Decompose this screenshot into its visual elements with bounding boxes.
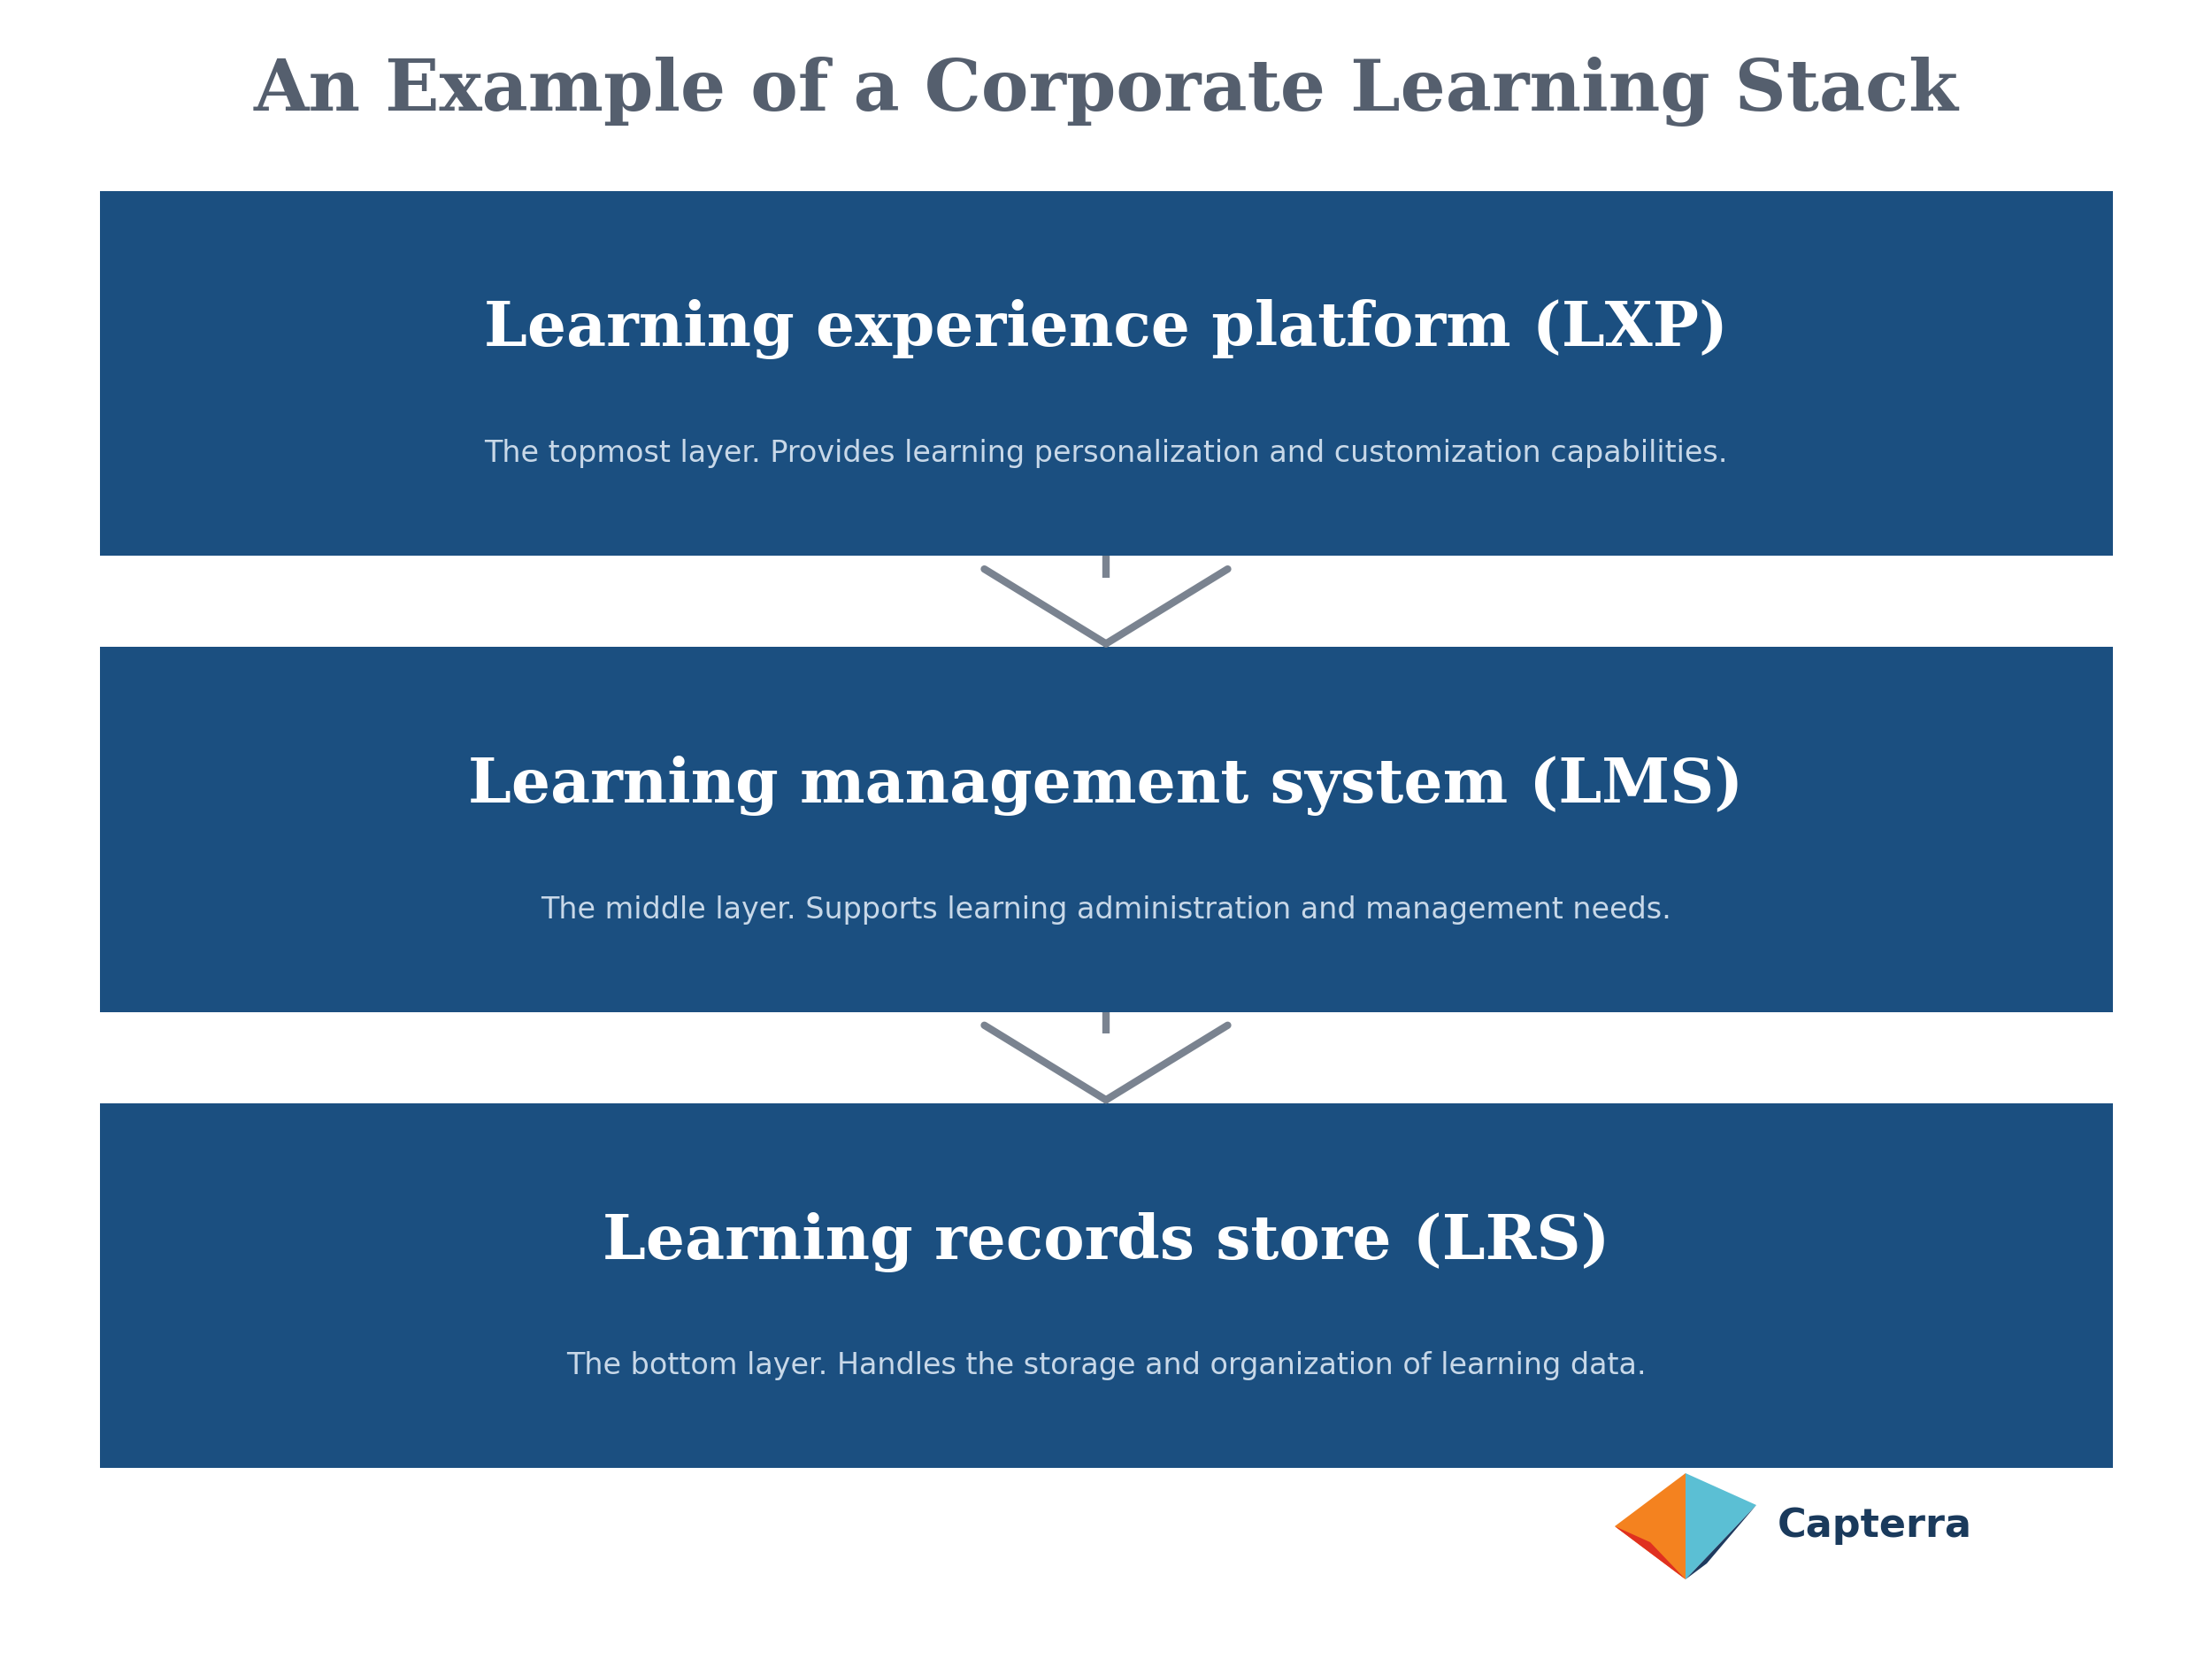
Text: The topmost layer. Provides learning personalization and customization capabilit: The topmost layer. Provides learning per… xyxy=(484,440,1728,468)
Polygon shape xyxy=(1686,1505,1756,1579)
Text: An Example of a Corporate Learning Stack: An Example of a Corporate Learning Stack xyxy=(254,56,1958,126)
Polygon shape xyxy=(1615,1526,1686,1579)
Text: Capterra: Capterra xyxy=(1778,1508,1973,1545)
Polygon shape xyxy=(1615,1473,1686,1579)
Text: Learning records store (LRS): Learning records store (LRS) xyxy=(602,1211,1610,1272)
Text: Learning experience platform (LXP): Learning experience platform (LXP) xyxy=(484,299,1728,360)
Text: Learning management system (LMS): Learning management system (LMS) xyxy=(469,755,1743,816)
Bar xyxy=(100,191,2112,556)
Text: The middle layer. Supports learning administration and management needs.: The middle layer. Supports learning admi… xyxy=(540,896,1672,924)
Bar xyxy=(100,647,2112,1012)
Bar xyxy=(100,1103,2112,1468)
Text: The bottom layer. Handles the storage and organization of learning data.: The bottom layer. Handles the storage an… xyxy=(566,1352,1646,1380)
Polygon shape xyxy=(1686,1473,1756,1579)
